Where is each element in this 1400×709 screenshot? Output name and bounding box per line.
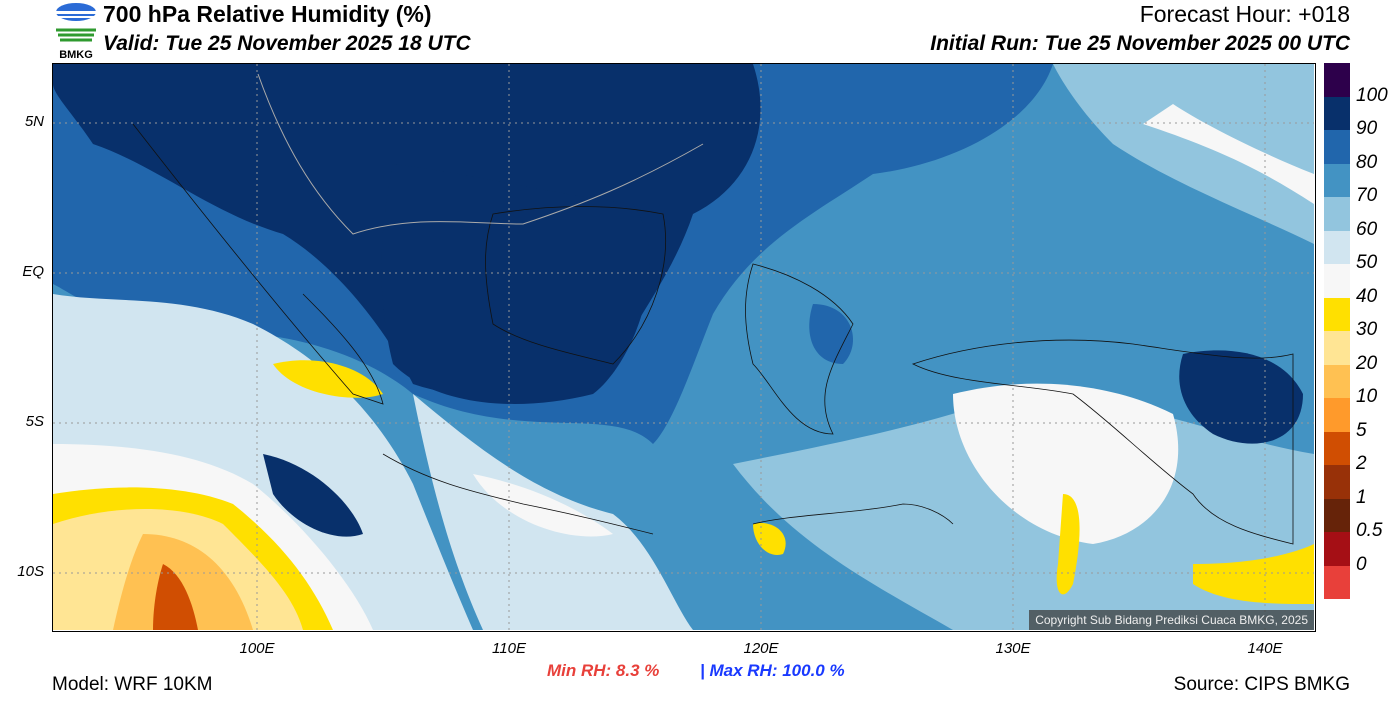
colorbar-label: 20 <box>1356 352 1378 374</box>
colorbar-swatch <box>1324 130 1350 164</box>
colorbar-label: 0 <box>1356 553 1367 575</box>
source-label: Source: CIPS BMKG <box>1173 674 1350 695</box>
colorbar-label: 2 <box>1356 453 1367 474</box>
chart-title: 700 hPa Relative Humidity (%) <box>103 1 432 27</box>
colorbar-label: 10 <box>1356 386 1378 407</box>
valid-time: Valid: Tue 25 November 2025 18 UTC <box>103 32 471 55</box>
model-label: Model: WRF 10KM <box>52 674 213 695</box>
colorbar-swatch <box>1324 264 1350 298</box>
colorbar-label: 30 <box>1356 319 1378 340</box>
colorbar-swatch <box>1324 230 1350 264</box>
colorbar-swatch <box>1324 163 1350 197</box>
lon-label: 110E <box>492 640 526 657</box>
colorbar-swatch <box>1324 364 1350 398</box>
colorbar-label: 0.5 <box>1356 520 1383 541</box>
colorbar-swatch <box>1324 197 1350 231</box>
colorbar-label: 80 <box>1356 151 1378 173</box>
lon-label: 140E <box>1247 640 1283 657</box>
lon-label: 120E <box>743 640 779 657</box>
colorbar-label: 50 <box>1356 252 1378 273</box>
colorbar <box>1324 63 1350 599</box>
colorbar-swatch <box>1324 431 1350 465</box>
humidity-map: Copyright Sub Bidang Prediksi Cuaca BMKG… <box>52 63 1316 632</box>
colorbar-swatch <box>1324 398 1350 432</box>
colorbar-label: 5 <box>1356 419 1367 441</box>
bmkg-logo: BMKG <box>56 3 96 60</box>
colorbar-swatch <box>1324 297 1350 331</box>
lat-label: 5N <box>24 113 44 130</box>
colorbar-swatch <box>1324 498 1350 532</box>
colorbar-swatch <box>1324 63 1350 97</box>
lat-label: EQ <box>22 263 44 280</box>
colorbar-label: 60 <box>1356 218 1378 240</box>
copyright-text: Copyright Sub Bidang Prediksi Cuaca BMKG… <box>1029 610 1314 630</box>
max-rh: | Max RH: 100.0 % <box>700 661 845 680</box>
lon-label: 130E <box>995 640 1031 657</box>
colorbar-label: 1 <box>1356 486 1367 508</box>
colorbar-label: 90 <box>1356 118 1378 139</box>
colorbar-swatch <box>1324 532 1350 566</box>
colorbar-swatch <box>1324 565 1350 599</box>
colorbar-swatch <box>1324 465 1350 499</box>
svg-text:BMKG: BMKG <box>59 49 93 60</box>
colorbar-swatch <box>1324 96 1350 130</box>
colorbar-label: 100 <box>1356 84 1388 106</box>
initial-run: Initial Run: Tue 25 November 2025 00 UTC <box>930 32 1350 55</box>
colorbar-label: 40 <box>1356 285 1378 307</box>
colorbar-swatch <box>1324 331 1350 365</box>
colorbar-label: 70 <box>1356 185 1378 206</box>
lat-label: 10S <box>17 563 44 580</box>
lon-label: 100E <box>239 640 275 657</box>
forecast-hour: Forecast Hour: +018 <box>1139 1 1350 27</box>
min-rh: Min RH: 8.3 % <box>547 661 660 680</box>
lat-label: 5S <box>25 413 44 430</box>
